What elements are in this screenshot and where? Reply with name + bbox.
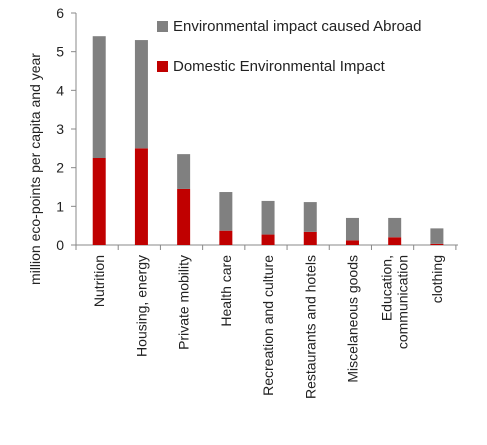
y-axis: 0 1 2 3 4 5 6 (56, 5, 77, 253)
y-tick-label: 4 (56, 82, 64, 98)
bar-domestic (219, 230, 233, 245)
bar-domestic (134, 148, 148, 245)
y-tick-label: 0 (56, 237, 64, 253)
x-tick-label: clothing (429, 255, 445, 303)
bar-abroad (219, 192, 233, 231)
x-tick-label: Private mobility (176, 255, 192, 350)
y-tick-label: 2 (56, 160, 64, 176)
x-tick-label: communication (395, 255, 411, 349)
bar-abroad (92, 36, 106, 159)
bar-domestic (303, 231, 317, 245)
x-axis (75, 244, 458, 250)
x-tick-label: Miscelaneous goods (344, 255, 360, 383)
bar-abroad (430, 228, 444, 244)
y-tick-label: 6 (56, 5, 64, 21)
legend-swatch (157, 61, 168, 72)
y-tick-label: 3 (56, 121, 64, 137)
y-tick-label: 5 (56, 44, 64, 60)
y-axis-title: million eco-points per capita and year (27, 53, 43, 285)
bar-domestic (345, 240, 359, 245)
legend-label: Domestic Environmental Impact (173, 58, 386, 75)
x-tick-label: Nutrition (91, 255, 107, 307)
x-tick-label: Restaurants and hotels (302, 255, 318, 399)
y-tick-label: 1 (56, 198, 64, 214)
legend: Environmental impact caused Abroad Domest… (157, 18, 421, 75)
bar-domestic (177, 188, 191, 245)
bar-abroad (261, 200, 275, 235)
legend-label: Environmental impact caused Abroad (173, 18, 421, 35)
bar-domestic (92, 158, 106, 245)
y-axis-title-group: million eco-points per capita and year (27, 53, 43, 285)
x-tick-label: Health care (218, 255, 234, 327)
bar-abroad (134, 40, 148, 149)
bar-abroad (345, 217, 359, 241)
bar-abroad (388, 217, 402, 238)
x-tick-label: Education, (379, 255, 395, 321)
bar-abroad (177, 154, 191, 189)
bar-domestic (388, 237, 402, 245)
bar-domestic (430, 243, 444, 245)
bar-abroad (303, 202, 317, 232)
legend-swatch (157, 21, 168, 32)
bar-domestic (261, 234, 275, 245)
bars (92, 36, 444, 245)
x-tick-labels: Nutrition Housing, energy Private mobility… (91, 255, 445, 399)
x-tick-label: Recreation and culture (260, 255, 276, 396)
x-tick-label: Housing, energy (133, 255, 149, 357)
